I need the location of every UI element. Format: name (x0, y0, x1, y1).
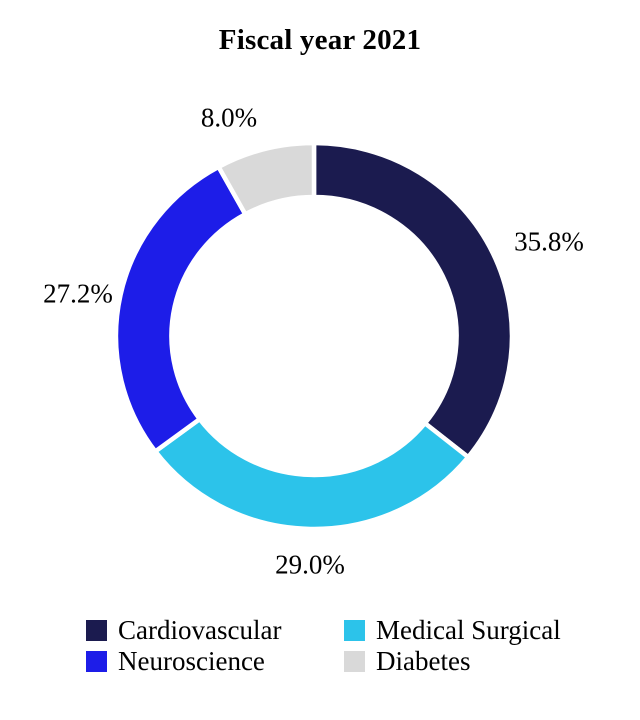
value-label-cardiovascular: 35.8% (514, 226, 584, 257)
legend-item-neuroscience: Neuroscience (86, 648, 344, 675)
value-label-diabetes: 8.0% (200, 102, 258, 133)
legend-swatch-neuroscience-icon (86, 651, 107, 672)
legend-item-cardiovascular: Cardiovascular (86, 617, 344, 644)
legend-swatch-diabetes-icon (344, 651, 365, 672)
legend-swatch-cardiovascular-icon (86, 620, 107, 641)
chart-title: Fiscal year 2021 (218, 24, 422, 56)
legend-item-diabetes: Diabetes (344, 648, 561, 675)
legend-swatch-medical-surgical-icon (344, 620, 365, 641)
legend-label-diabetes: Diabetes (376, 646, 471, 676)
donut-slice-diabetes (215, 140, 317, 218)
value-label-medical-surgical: 29.0% (275, 549, 345, 580)
legend-label-cardiovascular: Cardiovascular (118, 615, 282, 645)
donut-slice-medical-surgical (152, 415, 472, 532)
donut-slice-neuroscience (113, 163, 249, 455)
legend-label-medical-surgical: Medical Surgical (376, 615, 561, 645)
legend: Cardiovascular Medical Surgical Neurosci… (86, 615, 561, 677)
value-label-neuroscience: 27.2% (43, 278, 113, 309)
legend-item-medical-surgical: Medical Surgical (344, 617, 561, 644)
donut-slice-cardiovascular (311, 140, 515, 461)
legend-label-neuroscience: Neuroscience (118, 646, 265, 676)
